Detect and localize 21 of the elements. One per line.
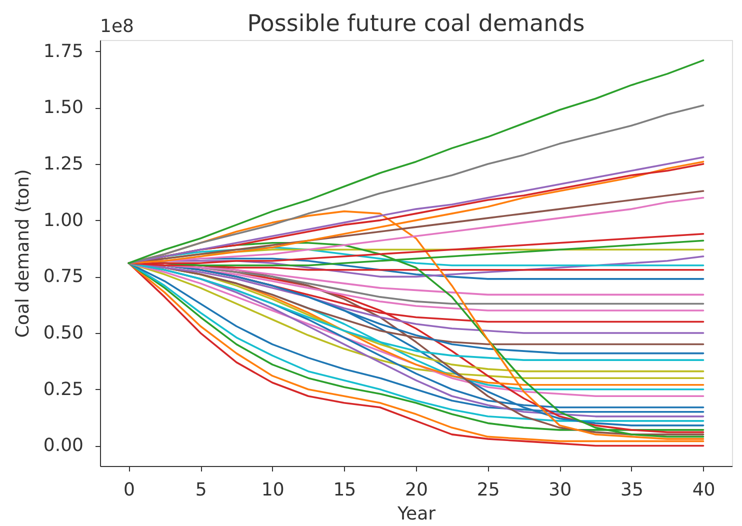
y-tick-label: 0.75 (43, 266, 84, 288)
y-tick-label: 0.00 (43, 435, 84, 456)
x-tick-label: 20 (405, 480, 428, 500)
x-tick-label: 15 (333, 480, 356, 500)
y-tick-label: 0.25 (43, 378, 84, 400)
y-tick-label: 1.50 (43, 97, 84, 118)
y-axis-title: Coal demand (ton) (12, 169, 34, 338)
x-tick-label: 30 (548, 480, 572, 500)
x-tick-label: 5 (195, 480, 207, 500)
x-tick-label: 40 (692, 480, 716, 500)
x-tick-label: 25 (476, 480, 500, 500)
y-tick-label: 1.75 (43, 40, 84, 62)
y-tick-label: 1.25 (43, 153, 84, 174)
x-tick-label: 0 (124, 480, 135, 500)
x-axis-title: Year (396, 504, 436, 524)
chart-title: Possible future coal demands (247, 11, 585, 37)
x-tick-label: 10 (261, 480, 284, 500)
text: 1e8 (100, 16, 134, 37)
y-tick-label: 0.50 (43, 322, 84, 344)
y-tick-label: 1.00 (43, 210, 84, 231)
x-tick-label: 35 (620, 480, 644, 500)
